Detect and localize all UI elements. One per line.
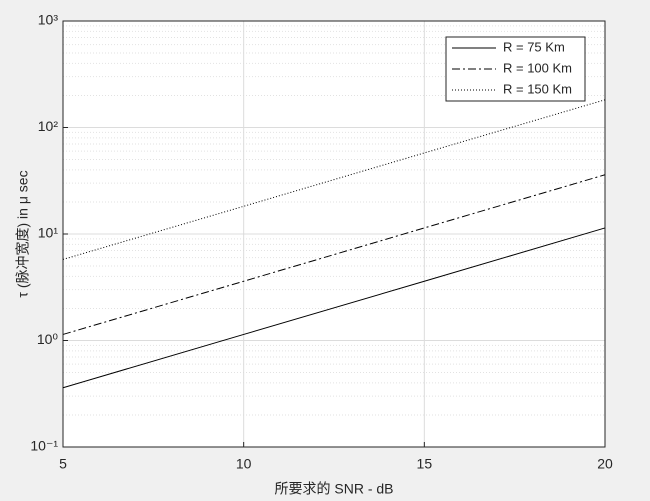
- y-tick-label: 10⁰: [37, 331, 59, 347]
- series-line: [62, 99, 606, 260]
- x-tick-label: 20: [597, 456, 613, 472]
- x-tick-label: 5: [59, 456, 67, 472]
- series-line: [62, 227, 606, 389]
- legend-label: R = 100 Km: [503, 60, 572, 75]
- y-tick-label: 10³: [38, 12, 59, 28]
- x-tick-label: 10: [236, 456, 252, 472]
- series-line: [62, 174, 606, 335]
- x-tick-label: 15: [417, 456, 433, 472]
- legend-label: R = 150 Km: [503, 81, 572, 96]
- y-tick-label: 10²: [38, 118, 59, 134]
- axes-box: [62, 20, 606, 448]
- y-tick-label: 10¹: [38, 225, 59, 241]
- y-axis-label: τ (脉冲宽度) in μ sec: [15, 170, 31, 297]
- x-axis-label: 所要求的 SNR - dB: [274, 481, 393, 497]
- y-tick-label: 10⁻¹: [30, 438, 58, 454]
- legend-label: R = 75 Km: [503, 39, 565, 54]
